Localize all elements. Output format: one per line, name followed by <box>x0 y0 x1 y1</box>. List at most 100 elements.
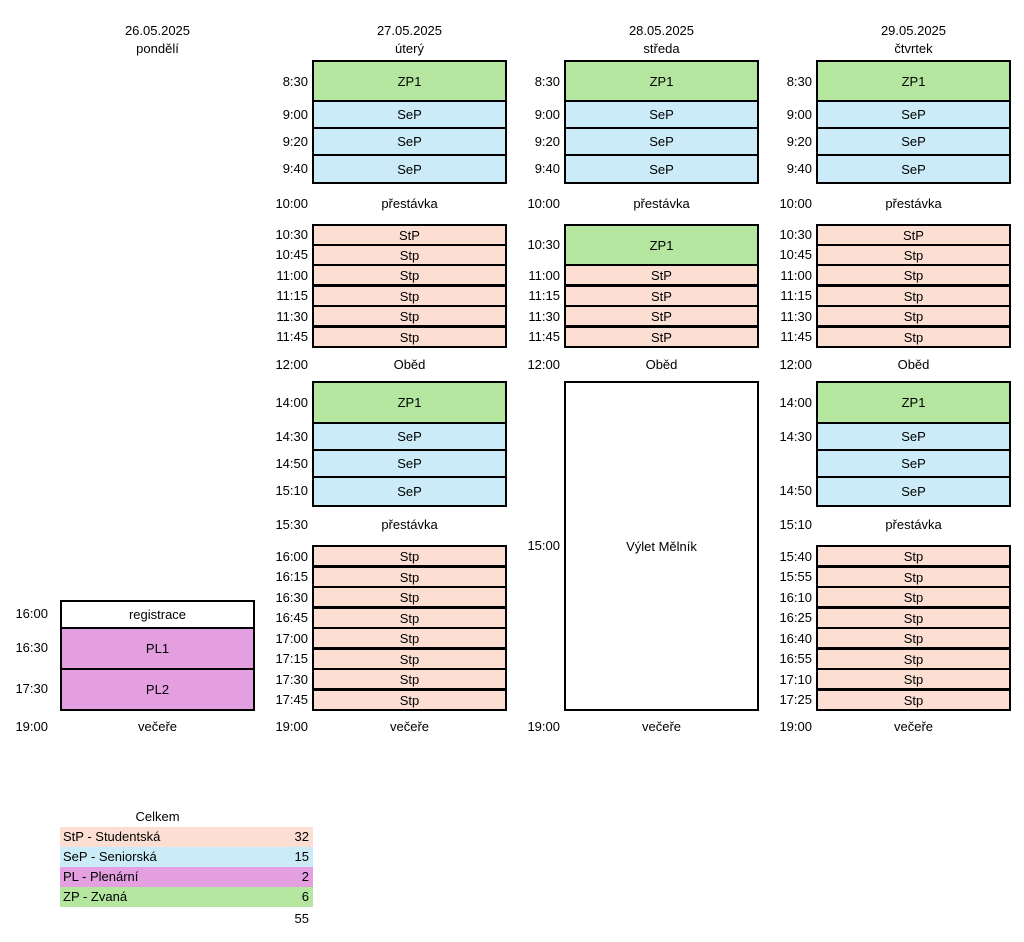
time-label: 11:30 <box>780 309 812 324</box>
break-label: přestávka <box>633 196 690 211</box>
time-label: 10:45 <box>779 247 812 262</box>
dinner-label: večeře <box>137 719 178 734</box>
time-label: 11:00 <box>780 268 812 283</box>
time-label: 9:20 <box>282 134 308 149</box>
time-label: 11:15 <box>780 288 812 303</box>
session-block-student: Stp <box>312 264 507 286</box>
session-block-student: Stp <box>816 545 1011 567</box>
day-header-tuesday: 27.05.2025 úterý <box>312 22 507 58</box>
summary-row: SeP - Seniorská 15 <box>60 847 313 867</box>
summary-row: ZP - Zvaná 6 <box>60 887 313 907</box>
session-block-student: Stp <box>312 648 507 670</box>
session-block-student: StP <box>312 224 507 246</box>
time-label: 10:00 <box>779 196 812 211</box>
day-weekday: pondělí <box>136 41 179 56</box>
session-block-student: Stp <box>312 607 507 629</box>
session-block-student: Stp <box>816 264 1011 286</box>
time-label: 8:30 <box>282 74 308 89</box>
session-block-trip: Výlet Mělník <box>564 381 759 711</box>
session-block-student: Stp <box>312 305 507 327</box>
time-label: 14:30 <box>779 429 812 444</box>
time-label: 11:45 <box>780 329 812 344</box>
break-label: přestávka <box>381 196 438 211</box>
time-label: 11:45 <box>528 329 560 344</box>
session-block-student: Stp <box>312 545 507 567</box>
time-label: 15:30 <box>275 517 308 532</box>
summary-row: PL - Plenární 2 <box>60 867 313 887</box>
session-block-student: Stp <box>816 566 1011 588</box>
time-label: 9:40 <box>786 161 812 176</box>
time-label: 9:20 <box>534 134 560 149</box>
time-label: 9:40 <box>534 161 560 176</box>
time-label: 14:50 <box>275 456 308 471</box>
time-label: 17:15 <box>275 651 308 666</box>
session-block-invited: ZP1 <box>312 60 507 102</box>
session-block-senior: SeP <box>816 127 1011 156</box>
session-block-senior: SeP <box>816 100 1011 129</box>
session-block-student: Stp <box>312 566 507 588</box>
session-block-student: StP <box>564 285 759 307</box>
session-block-student: Stp <box>312 586 507 608</box>
time-label: 10:30 <box>527 237 560 252</box>
session-block-senior: SeP <box>816 422 1011 451</box>
time-label: 14:30 <box>275 429 308 444</box>
time-label: 16:00 <box>15 606 48 621</box>
session-block-senior: SeP <box>564 154 759 184</box>
summary-row-label: ZP - Zvaná <box>63 889 128 904</box>
session-block-student: Stp <box>816 607 1011 629</box>
session-block-student: Stp <box>312 627 507 649</box>
lunch-label: Oběd <box>393 357 426 372</box>
time-label: 8:30 <box>534 74 560 89</box>
time-label: 12:00 <box>527 357 560 372</box>
time-label: 9:40 <box>282 161 308 176</box>
time-label: 17:25 <box>779 692 812 707</box>
time-label: 15:55 <box>779 569 812 584</box>
time-label: 19:00 <box>779 719 812 734</box>
session-block-student: Stp <box>816 689 1011 711</box>
session-block-student: Stp <box>816 244 1011 266</box>
time-label: 17:45 <box>275 692 308 707</box>
session-block-student: Stp <box>312 285 507 307</box>
time-label: 15:40 <box>779 549 812 564</box>
dinner-label: večeře <box>389 719 430 734</box>
session-block-invited: ZP1 <box>816 60 1011 102</box>
session-block-senior: SeP <box>564 127 759 156</box>
session-block-senior: SeP <box>816 449 1011 478</box>
break-label: přestávka <box>381 517 438 532</box>
session-block-senior: SeP <box>816 154 1011 184</box>
break-label: přestávka <box>885 196 942 211</box>
time-label: 15:10 <box>779 517 812 532</box>
dinner-label: večeře <box>641 719 682 734</box>
time-label: 10:45 <box>275 247 308 262</box>
session-block-invited: ZP1 <box>564 224 759 266</box>
lunch-label: Oběd <box>897 357 930 372</box>
time-label: 9:00 <box>534 107 560 122</box>
session-block-student: StP <box>816 224 1011 246</box>
summary-row-value: 6 <box>301 889 309 904</box>
day-header-thursday: 29.05.2025 čtvrtek <box>816 22 1011 58</box>
day-date: 27.05.2025 <box>376 23 443 38</box>
day-weekday: čtvrtek <box>894 41 933 56</box>
time-label: 10:00 <box>275 196 308 211</box>
time-label: 15:10 <box>275 483 308 498</box>
time-label: 14:00 <box>779 395 812 410</box>
time-label: 11:00 <box>528 268 560 283</box>
time-label: 14:00 <box>275 395 308 410</box>
session-block-senior: SeP <box>312 449 507 478</box>
summary-row-label: SeP - Seniorská <box>63 849 157 864</box>
session-block-student: Stp <box>816 305 1011 327</box>
session-block-senior: SeP <box>816 476 1011 507</box>
time-label: 16:40 <box>779 631 812 646</box>
time-label: 16:00 <box>275 549 308 564</box>
session-block-senior: SeP <box>312 100 507 129</box>
session-block-plenary: PL2 <box>60 668 255 711</box>
session-block-senior: SeP <box>312 154 507 184</box>
time-label: 9:00 <box>282 107 308 122</box>
day-date: 29.05.2025 <box>880 23 947 38</box>
time-label: 10:30 <box>779 227 812 242</box>
dinner-label: večeře <box>893 719 934 734</box>
time-label: 14:50 <box>779 483 812 498</box>
session-block-student: Stp <box>816 285 1011 307</box>
day-header-monday: 26.05.2025 pondělí <box>60 22 255 58</box>
session-block-student: StP <box>564 264 759 286</box>
